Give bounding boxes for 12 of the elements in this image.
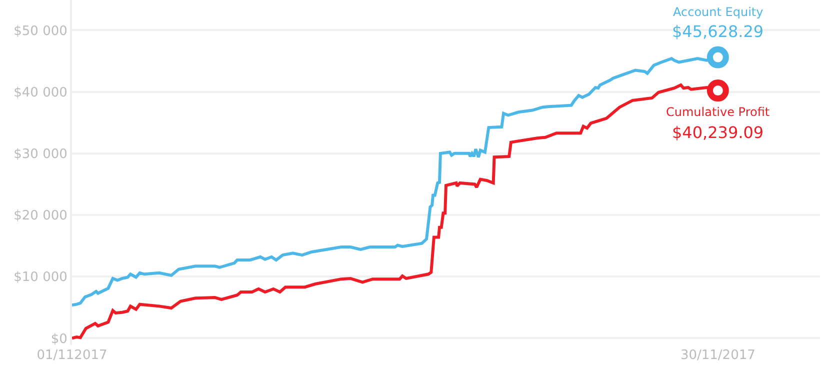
y-tick-label: $0 <box>50 332 68 347</box>
x-tick-label: 30/11/2017 <box>680 348 756 363</box>
y-tick-label: $50 000 <box>14 24 68 39</box>
y-tick-label: $20 000 <box>14 208 68 224</box>
x-tick-label: 01/112017 <box>36 348 108 363</box>
y-tick-label: $40 000 <box>14 85 68 100</box>
annotation: $40,239.09 <box>672 123 764 142</box>
series-label: Cumulative Profit <box>666 105 770 119</box>
y-tick-label: $30 000 <box>14 146 68 162</box>
annotation: $45,628.29 <box>672 22 764 41</box>
y-tick-label: $10 000 <box>14 270 68 286</box>
text: Account Equity <box>673 5 764 19</box>
